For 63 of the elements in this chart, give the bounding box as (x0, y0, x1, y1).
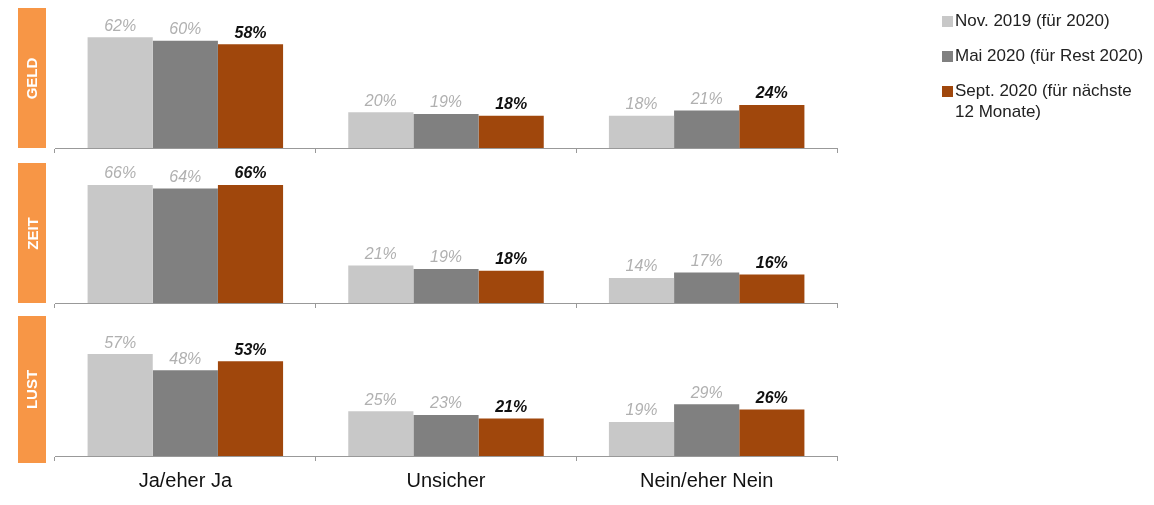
text: ZEIT (23, 216, 41, 250)
data-label: 18% (495, 250, 528, 268)
data-label: 19% (429, 248, 463, 266)
bar (348, 265, 414, 303)
bar (608, 277, 675, 303)
data-label: 48% (169, 349, 202, 367)
bar (674, 272, 740, 303)
data-label: 64% (169, 168, 202, 186)
data-label: 14% (625, 257, 658, 275)
x-tick-label: Ja/eher Ja (138, 468, 233, 491)
data-label: 62% (104, 16, 137, 34)
bar (152, 370, 218, 456)
data-label: 24% (754, 84, 788, 102)
bar (152, 40, 218, 148)
data-label: 21% (363, 244, 397, 262)
bar (413, 269, 479, 303)
data-label: 66% (234, 164, 267, 182)
bar (87, 185, 153, 303)
data-label: 18% (495, 95, 528, 113)
bar (217, 361, 284, 456)
legend-label: Nov. 2019 (für 2020) (955, 10, 1110, 31)
data-label: 23% (428, 394, 463, 412)
bar (608, 115, 675, 148)
legend-label: Sept. 2020 (für nächste 12 Monate) (955, 80, 1133, 122)
data-label: 16% (755, 253, 788, 271)
data-label: 21% (689, 89, 723, 107)
bar (348, 112, 414, 148)
bar (413, 114, 479, 148)
bar (478, 115, 544, 148)
data-label: 19% (625, 401, 658, 419)
bar (739, 105, 805, 148)
data-label: 66% (104, 164, 137, 182)
bar (608, 422, 675, 456)
bar (348, 411, 414, 456)
bar (478, 270, 544, 303)
bar (217, 44, 284, 148)
x-tick-label: Unsicher (406, 468, 486, 491)
bar (87, 354, 153, 456)
bar (478, 418, 544, 456)
data-label: 60% (169, 20, 202, 38)
data-label: 21% (494, 397, 528, 415)
bar (739, 409, 805, 456)
data-label: 20% (363, 91, 397, 109)
data-label: 29% (689, 383, 723, 401)
legend-label: Mai 2020 (für Rest 2020) (955, 45, 1144, 66)
bar (87, 37, 153, 148)
bar (217, 185, 284, 303)
bar (674, 110, 740, 148)
data-label: 57% (104, 333, 137, 351)
x-tick-label: Nein/eher Nein (639, 468, 774, 491)
data-label: 26% (754, 388, 788, 406)
text: LUST (23, 369, 41, 410)
data-label: 19% (429, 93, 463, 111)
data-label: 53% (234, 340, 267, 358)
data-label: 17% (690, 252, 723, 270)
bar (152, 188, 218, 303)
data-label: 58% (234, 23, 267, 41)
data-label: 18% (625, 95, 658, 113)
bar (413, 414, 479, 456)
bar (674, 404, 740, 456)
bar (739, 274, 805, 303)
text: GELD (23, 57, 41, 99)
data-label: 25% (363, 390, 397, 408)
